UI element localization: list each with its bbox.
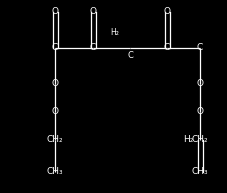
Text: O: O — [163, 8, 170, 16]
Text: C: C — [127, 51, 133, 59]
Text: CH₃: CH₃ — [192, 168, 208, 177]
Text: O: O — [197, 108, 203, 117]
Text: CH₃: CH₃ — [47, 168, 63, 177]
Text: O: O — [89, 8, 96, 16]
Text: CH₂: CH₂ — [192, 135, 208, 145]
Text: C: C — [164, 43, 170, 52]
Text: H₂: H₂ — [110, 28, 119, 37]
Text: O: O — [52, 80, 59, 89]
Text: H₂: H₂ — [183, 135, 193, 145]
Text: O: O — [52, 8, 59, 16]
Text: C: C — [197, 43, 203, 52]
Text: C: C — [52, 43, 58, 52]
Text: C: C — [90, 43, 96, 52]
Text: O: O — [52, 108, 59, 117]
Text: CH₂: CH₂ — [47, 135, 63, 145]
Text: O: O — [197, 80, 203, 89]
